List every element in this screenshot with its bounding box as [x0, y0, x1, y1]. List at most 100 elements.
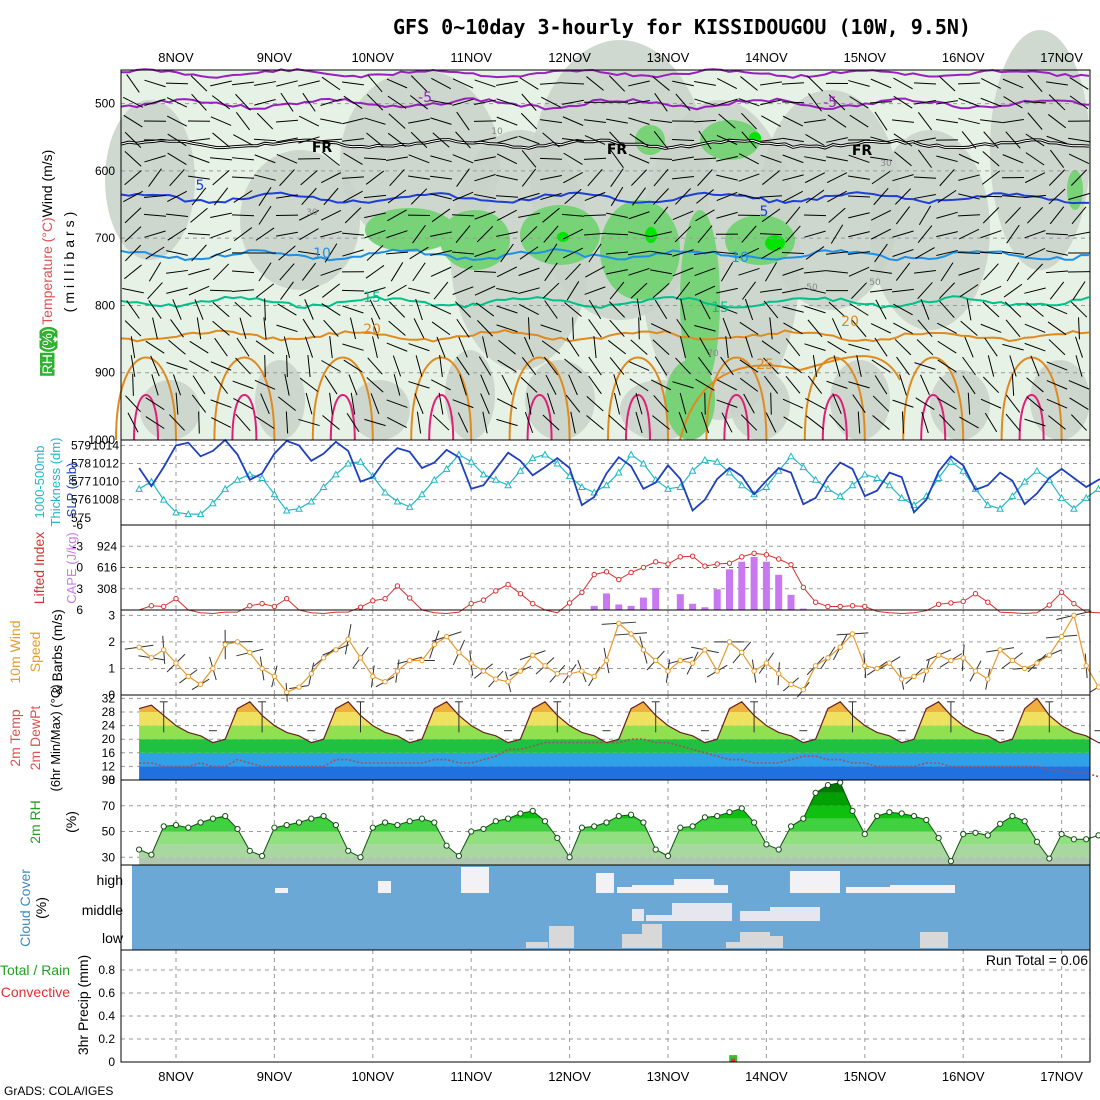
wind-barb: [782, 398, 804, 409]
wind-barb: [584, 191, 606, 202]
rh-point: [787, 823, 795, 830]
cloud-block: [846, 887, 891, 893]
li-point: [653, 559, 659, 565]
wind-barb: [984, 412, 998, 433]
rh-point: [947, 858, 955, 865]
wind10-point: [554, 671, 560, 677]
wind-barb: [917, 112, 933, 131]
rh-point: [812, 789, 819, 796]
thickness-point: [381, 488, 389, 496]
rh-point: [652, 846, 659, 853]
wind-barb: [892, 249, 914, 257]
wind-barb: [784, 358, 802, 374]
wind-barb: [323, 187, 339, 206]
wind-barb: [459, 374, 467, 396]
wind-barb: [144, 155, 166, 163]
wind-barb: [234, 301, 252, 318]
wind-barb: [782, 306, 804, 313]
wind-barb: [388, 301, 406, 318]
wind-barb: [342, 81, 364, 86]
li-point: [665, 561, 671, 567]
isotherm-loop-30: [821, 394, 848, 441]
wind-barb: [542, 414, 560, 431]
wind-barb: [496, 305, 518, 314]
li-tick-label: -6: [72, 518, 83, 532]
wind-barb: [278, 245, 296, 261]
thickness-point: [528, 454, 537, 462]
thickness-point: [701, 455, 709, 463]
wind-barb: [386, 230, 408, 239]
wind-barb: [124, 131, 142, 148]
wind-barb: [235, 413, 251, 432]
wind-barb: [151, 374, 159, 396]
wind-barb: [893, 133, 913, 147]
wind-barb: [342, 138, 364, 142]
thickness-point: [172, 508, 180, 516]
wind-barb: [304, 299, 314, 320]
wind-barb: [496, 287, 518, 294]
wind-barb: [148, 168, 162, 187]
rh-point: [406, 818, 413, 825]
thickness-point: [836, 492, 845, 500]
wind-barb: [1048, 169, 1066, 186]
contour-label: 20: [363, 322, 381, 338]
wind-barb: [694, 267, 716, 277]
wind-barb: [958, 153, 980, 164]
wind-barb: [759, 195, 783, 198]
wind-barb: [857, 411, 861, 434]
wind-barb: [1005, 394, 1021, 413]
rh-point: [357, 854, 364, 861]
li-point: [394, 583, 401, 589]
cloud-block: [275, 888, 288, 893]
temp-tick-label: 28: [102, 705, 116, 719]
wind-barb: [496, 174, 518, 181]
li-point: [714, 561, 720, 567]
contour-label: 50: [806, 283, 818, 293]
cape-bar: [750, 556, 758, 610]
wind-barb: [166, 97, 188, 108]
wind-barb: [939, 300, 955, 319]
wind-barb: [937, 340, 957, 354]
wind-barb: [920, 299, 930, 320]
wind-barb: [981, 170, 1001, 185]
thickness-point: [516, 466, 525, 474]
wind-barb: [1026, 396, 1044, 412]
li-point: [370, 598, 376, 604]
rh-point: [861, 830, 868, 838]
wind-barb: [189, 340, 209, 354]
wind-barb: [613, 392, 621, 415]
wind-barb: [321, 303, 341, 316]
wind-barb: [875, 299, 887, 320]
wind-barb: [232, 380, 254, 390]
date-label-top: 16NOV: [942, 50, 985, 65]
wind-barb: [543, 356, 559, 376]
wind-barb: [324, 375, 338, 395]
li-point: [825, 603, 831, 610]
wind-barb: [848, 231, 870, 238]
rh-saturated-area: [765, 235, 785, 251]
wind-barb: [804, 270, 826, 274]
wind-barb: [893, 322, 913, 334]
wind-barb: [1048, 188, 1066, 205]
li-point: [259, 600, 265, 607]
wind-barb: [152, 317, 158, 340]
wind-barb: [628, 267, 650, 276]
temp-tick-label: 32: [102, 691, 116, 705]
wind-barb: [365, 170, 385, 185]
wind10-point: [985, 676, 991, 682]
wind-barb: [329, 336, 333, 359]
wind-barb: [521, 356, 537, 376]
li-point: [935, 601, 942, 608]
wind-barb: [716, 155, 738, 162]
li-point: [579, 589, 585, 595]
wind-barb: [671, 138, 695, 141]
wind-barb: [455, 225, 471, 243]
thickness-point: [307, 497, 316, 505]
wind-barb: [936, 100, 958, 105]
wind-barb: [321, 76, 341, 91]
wind-barb: [652, 415, 670, 430]
wind-barb: [983, 263, 999, 281]
wind-barb: [588, 356, 602, 376]
wind-barb: [1003, 283, 1023, 298]
